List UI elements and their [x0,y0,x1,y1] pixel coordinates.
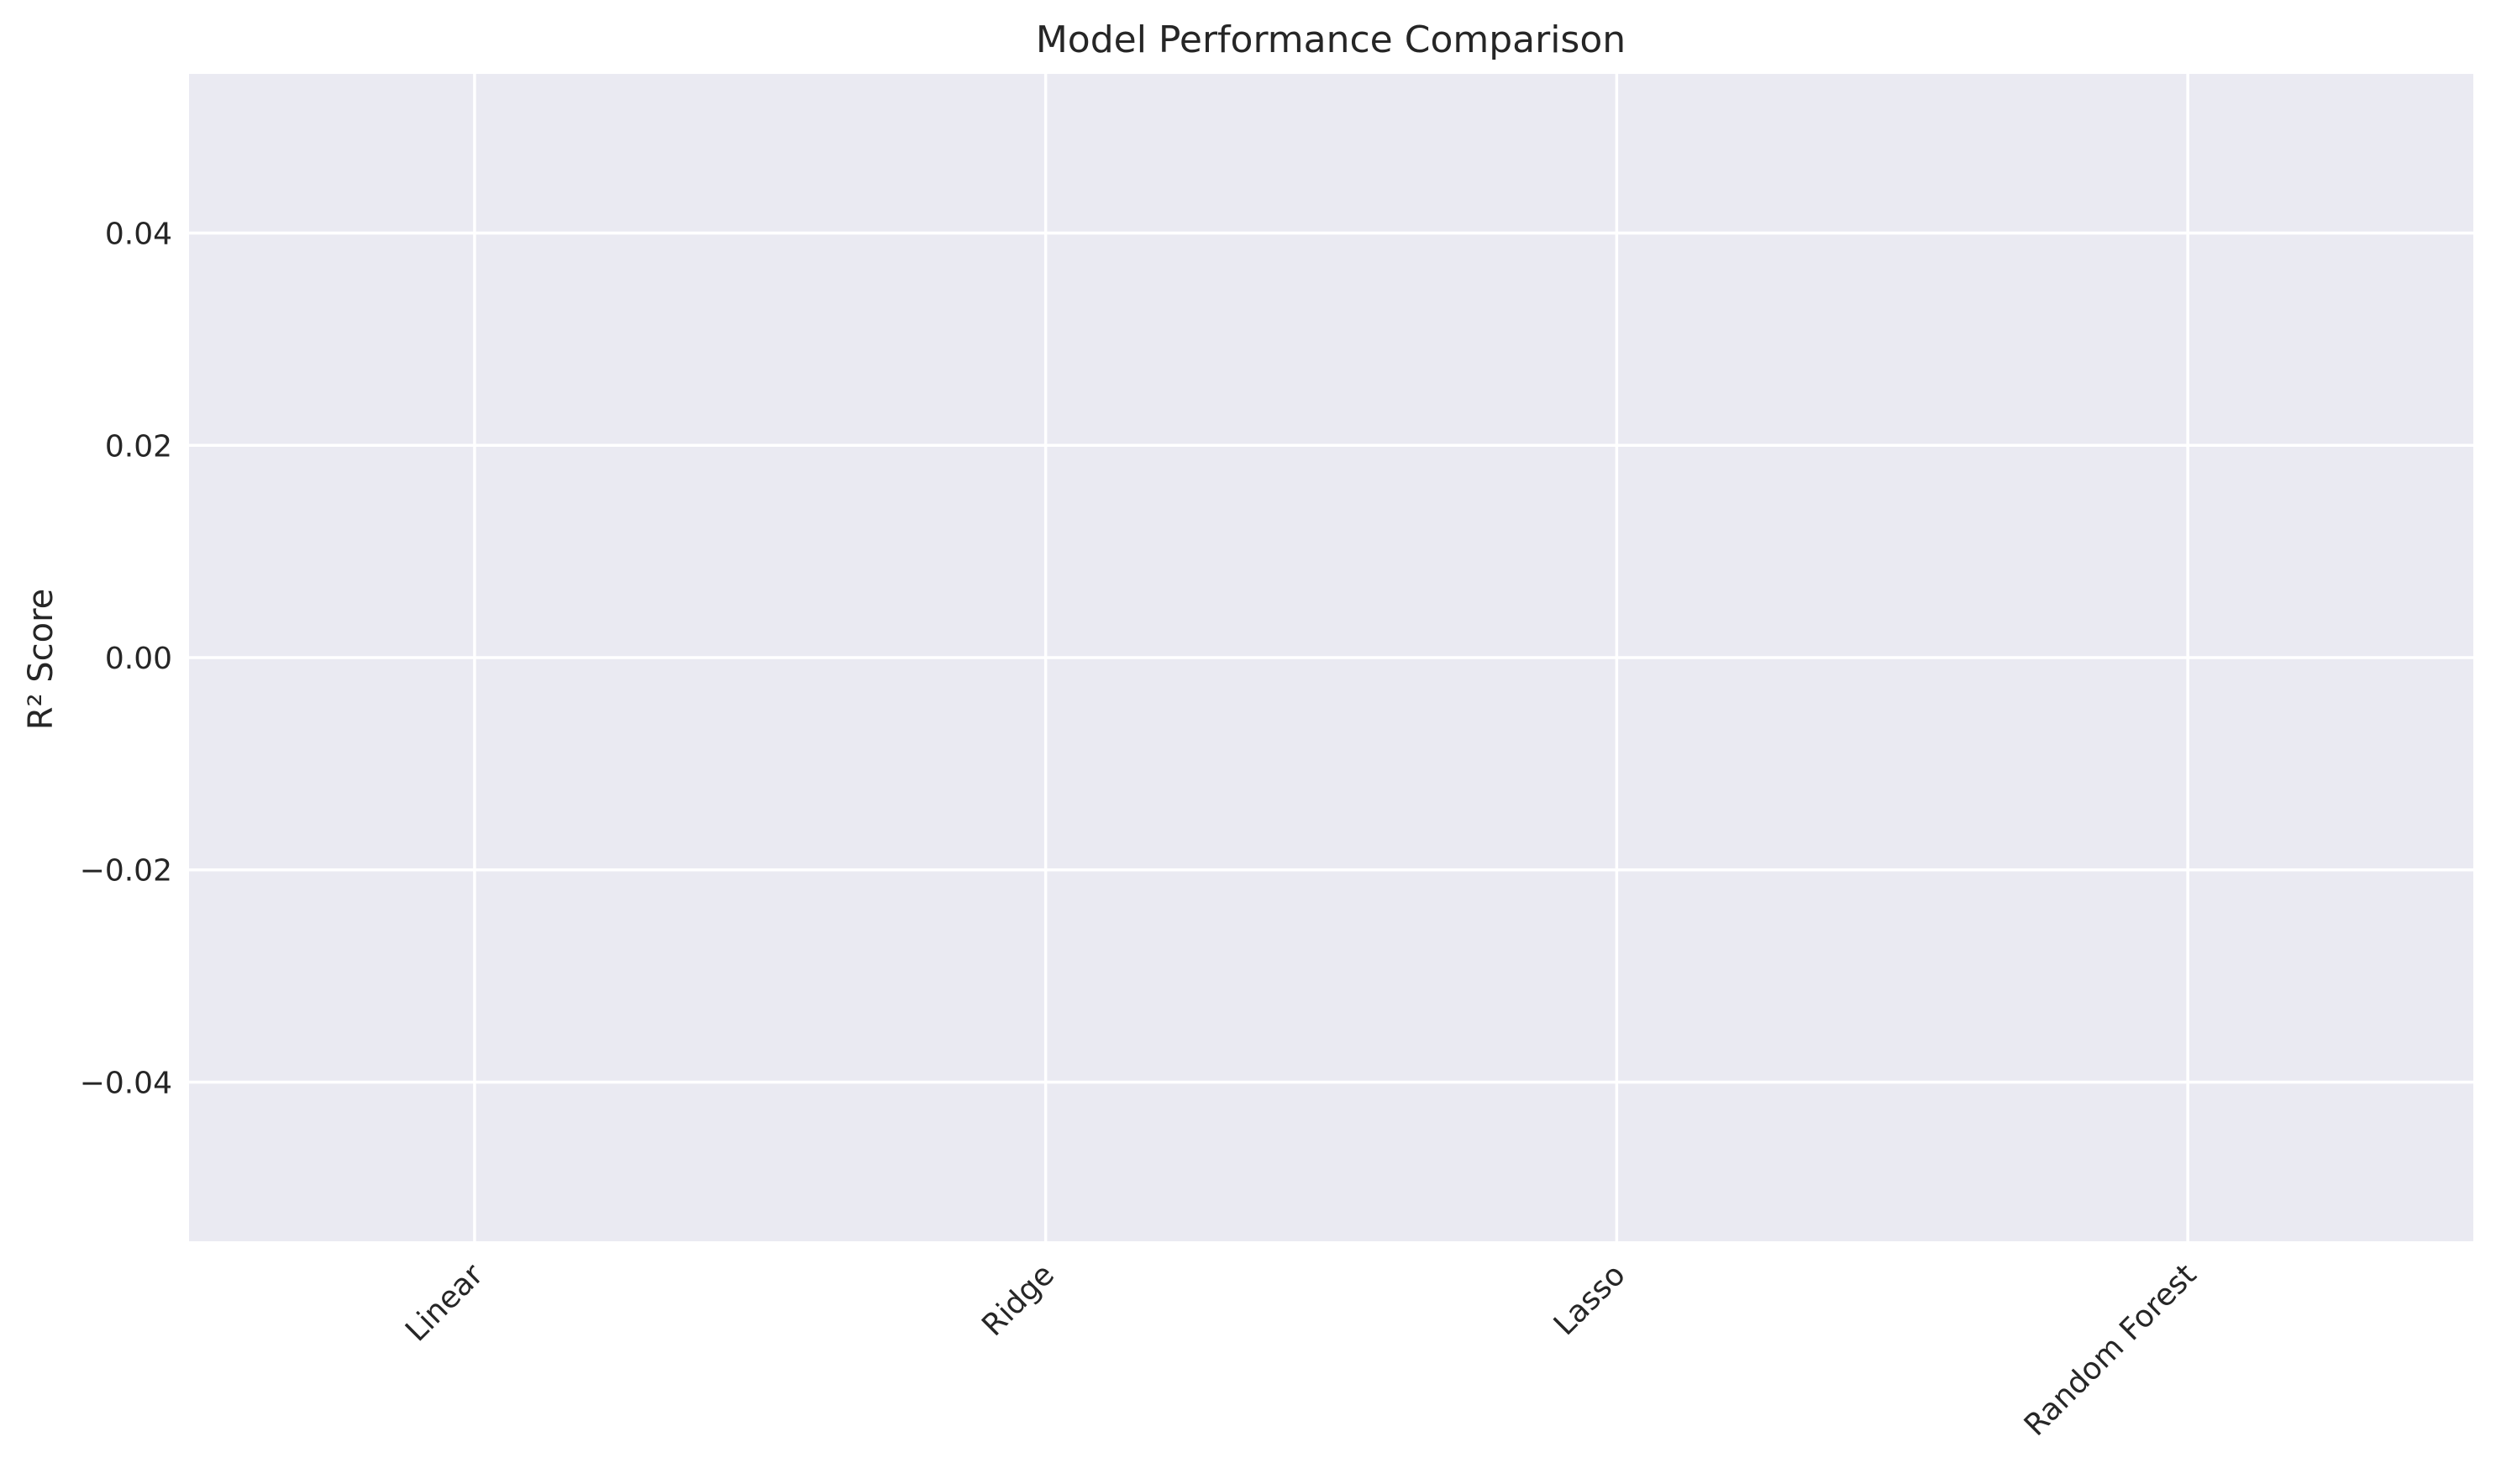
y-tick-label: −0.04 [80,1066,172,1100]
y-tick-label: 0.04 [105,218,172,252]
y-tick-label: 0.02 [105,429,172,464]
y-axis-label: R² Score [22,589,60,731]
y-tick-label: −0.02 [80,854,172,889]
y-tick-label: 0.00 [105,642,172,676]
y-tick-labels: −0.04 −0.02 0.00 0.02 0.04 [80,218,172,1101]
chart-title: Model Performance Comparison [1036,18,1626,61]
y-gridlines [189,231,2473,1084]
x-gridlines [473,74,2189,1241]
